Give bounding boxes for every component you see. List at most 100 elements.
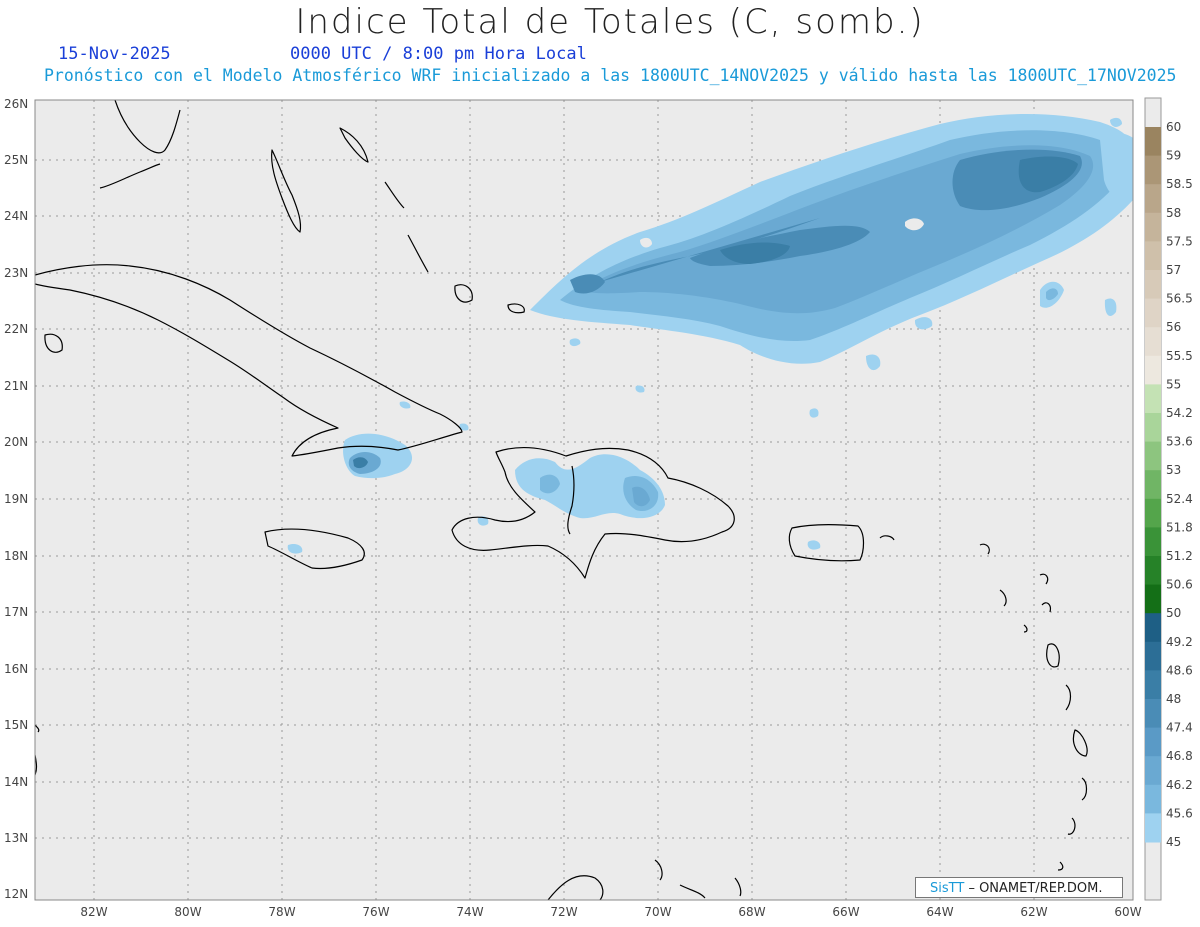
colorbar-label: 48.6: [1166, 663, 1193, 677]
colorbar-swatch: [1145, 699, 1161, 729]
colorbar-label: 51.8: [1166, 520, 1193, 534]
colorbar-label: 51.2: [1166, 549, 1193, 563]
lat-label: 17N: [4, 605, 28, 619]
forecast-time: 0000 UTC / 8:00 pm Hora Local: [290, 44, 587, 64]
colorbar-swatch: [1145, 413, 1161, 443]
colorbar-swatch: [1145, 784, 1161, 814]
coast-turks: [507, 303, 525, 314]
colorbar-swatch: [1145, 613, 1161, 643]
colorbar-swatch: [1145, 727, 1161, 757]
credit-box: SisTT – ONAMET/REP.DOM.: [915, 877, 1123, 898]
lat-label: 16N: [4, 662, 28, 676]
colorbar-swatch: [1145, 155, 1161, 185]
coast-south-america: [547, 859, 742, 900]
coast-isla-juventud: [44, 333, 63, 353]
colorbar-swatch: [1145, 584, 1161, 614]
shaded-band-atlantic: [530, 113, 1133, 418]
map-title: Indice Total de Totales (C, somb.): [295, 2, 925, 42]
colorbar-label: 53.6: [1166, 435, 1193, 449]
colorbar-swatch: [1145, 527, 1161, 557]
colorbar-label: 60: [1166, 120, 1181, 134]
forecast-date: 15-Nov-2025: [58, 44, 171, 64]
coast-florida: [114, 100, 181, 154]
coast-antilles: [979, 543, 1088, 871]
lat-label: 25N: [4, 153, 28, 167]
credit-brand: SisTT: [930, 881, 965, 896]
lat-label: 13N: [4, 831, 28, 845]
lon-label: 74W: [456, 905, 483, 919]
colorbar-swatch: [1145, 127, 1161, 157]
colorbar-swatch: [1145, 670, 1161, 700]
lat-label: 24N: [4, 209, 28, 223]
colorbar-swatch: [1145, 184, 1161, 214]
colorbar-label: 45: [1166, 835, 1181, 849]
colorbar-label: 49.2: [1166, 635, 1193, 649]
colorbar-label: 53: [1166, 463, 1181, 477]
colorbar-label: 58.5: [1166, 177, 1193, 191]
lat-label: 19N: [4, 492, 28, 506]
lon-label: 60W: [1114, 905, 1141, 919]
coast-border: [567, 465, 575, 535]
colorbar-label: 56.5: [1166, 292, 1193, 306]
colorbar-label: 52.4: [1166, 492, 1193, 506]
coast-long-island: [407, 234, 429, 273]
coastlines: [35, 100, 1088, 900]
colorbar-label: 46.8: [1166, 749, 1193, 763]
colorbar-swatch: [1145, 327, 1161, 357]
colorbar-swatch: [1145, 470, 1161, 500]
lon-label: 66W: [832, 905, 859, 919]
lon-label: 76W: [362, 905, 389, 919]
lat-label: 21N: [4, 379, 28, 393]
lat-label: 18N: [4, 549, 28, 563]
lon-label: 80W: [174, 905, 201, 919]
colorbar: 60 59 58.5 58 57.5 57 56.5 56 55.5 55 54.2 53.6 53 52…: [1144, 97, 1193, 901]
coast-cat-island: [384, 181, 405, 209]
lat-label: 26N: [4, 97, 28, 111]
coast-keys: [99, 163, 161, 189]
colorbar-label: 55.5: [1166, 349, 1193, 363]
colorbar-label: 58: [1166, 206, 1181, 220]
coast-jamaica: [264, 528, 365, 570]
colorbar-label: 45.6: [1166, 806, 1193, 820]
lat-label: 14N: [4, 775, 28, 789]
colorbar-label: 59: [1166, 149, 1181, 163]
colorbar-swatch: [1145, 241, 1161, 271]
colorbar-label: 55: [1166, 377, 1181, 391]
lon-label: 70W: [644, 905, 671, 919]
colorbar-swatch: [1145, 756, 1161, 786]
model-info: Pronóstico con el Modelo Atmosférico WRF…: [44, 66, 1177, 85]
colorbar-swatch: [1145, 498, 1161, 528]
colorbar-label: 57.5: [1166, 234, 1193, 248]
colorbar-swatch: [1145, 556, 1161, 586]
coast-eleuthera: [339, 127, 369, 163]
colorbar-swatch: [1145, 384, 1161, 414]
colorbar-label: 50.6: [1166, 578, 1193, 592]
colorbar-label: 50: [1166, 606, 1181, 620]
colorbar-label: 56: [1166, 320, 1181, 334]
colorbar-swatch: [1145, 813, 1161, 843]
lon-label: 62W: [1020, 905, 1047, 919]
coast-andros: [271, 149, 302, 233]
colorbar-swatch: [1145, 441, 1161, 471]
coast-cuba: [35, 264, 463, 457]
credit-org: – ONAMET/REP.DOM.: [968, 881, 1103, 896]
lat-label: 12N: [4, 887, 28, 901]
lat-label: 20N: [4, 435, 28, 449]
colorbar-label: 57: [1166, 263, 1181, 277]
colorbar-swatch: [1145, 270, 1161, 300]
colorbar-swatch: [1145, 298, 1161, 328]
colorbar-swatch: [1145, 355, 1161, 385]
coast-virgin-islands: [879, 535, 895, 541]
lon-label: 68W: [738, 905, 765, 919]
lon-label: 78W: [268, 905, 295, 919]
colorbar-swatch: [1145, 641, 1161, 671]
colorbar-label: 47.4: [1166, 721, 1193, 735]
lat-label: 22N: [4, 322, 28, 336]
latitude-axis: 26N 25N 24N 23N 22N 21N 20N 19N 18N 17N …: [4, 97, 28, 901]
colorbar-label: 54.2: [1166, 406, 1193, 420]
longitude-axis: 82W 80W 78W 76W 74W 72W 70W 68W 66W 64W …: [80, 905, 1141, 919]
coast-hispaniola: [451, 447, 735, 579]
lat-label: 15N: [4, 718, 28, 732]
colorbar-swatch: [1145, 212, 1161, 242]
